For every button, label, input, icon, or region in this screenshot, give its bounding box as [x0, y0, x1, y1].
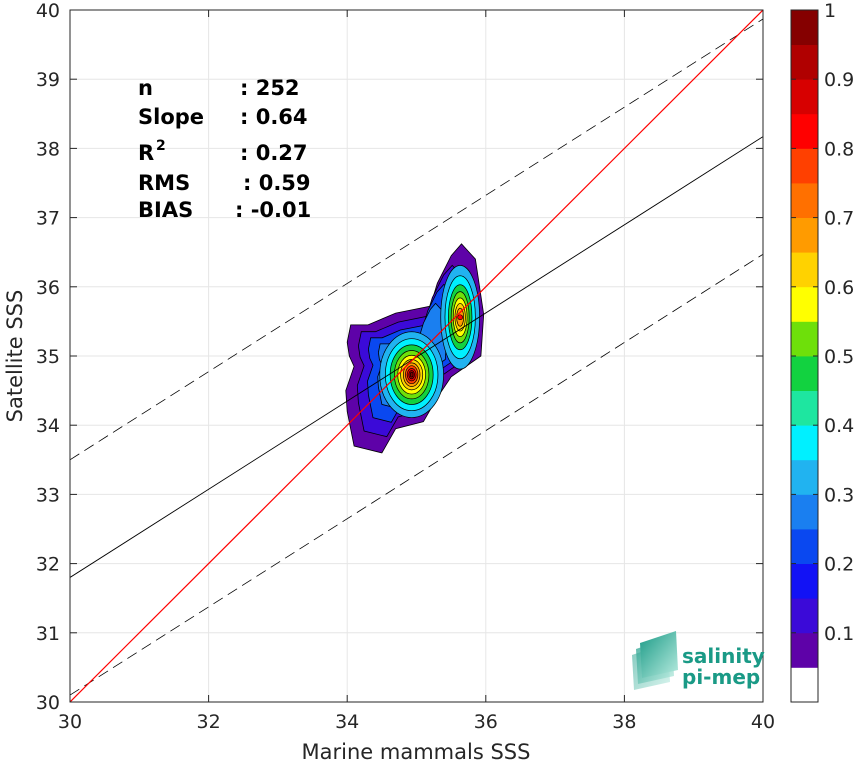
x-tick-label: 38	[612, 711, 636, 733]
stat-label: n	[138, 76, 153, 100]
colorbar-segment	[791, 252, 818, 288]
colorbar-segment	[791, 321, 818, 357]
colorbar-tick-label: 0.7	[824, 208, 854, 230]
stat-label: R	[138, 141, 154, 165]
colorbar-tick-label: 0.2	[824, 554, 854, 576]
lower-bound-line	[70, 253, 763, 696]
colorbar-segment	[791, 459, 818, 495]
stat-label: RMS	[138, 171, 190, 195]
colorbar-tick-label: 0.8	[824, 138, 854, 160]
y-tick-label: 31	[36, 623, 60, 645]
x-tick-label: 36	[474, 711, 498, 733]
y-axis-label: Satellite SSS	[3, 290, 27, 423]
colorbar-segment	[791, 667, 818, 703]
colorbar-segment	[791, 10, 818, 45]
y-tick-label: 36	[36, 277, 60, 299]
x-tick-label: 30	[58, 711, 82, 733]
salinity-pi-mep-logo: salinity pi-mep	[632, 631, 765, 690]
x-tick-label: 40	[751, 711, 775, 733]
upper-bound-line	[70, 18, 763, 461]
reference-lines	[70, 10, 763, 702]
y-tick-label: 40	[36, 0, 60, 22]
stat-value: : 0.27	[240, 141, 308, 165]
y-tick-label: 30	[36, 692, 60, 714]
colorbar-segment	[791, 494, 818, 530]
logo-line-2: pi-mep	[682, 665, 760, 689]
regression-line	[70, 136, 763, 578]
stat-value: : 0.64	[240, 105, 308, 129]
colorbar-segment	[791, 286, 818, 322]
peak-contour	[409, 371, 414, 378]
colorbar-tick-label: 0.5	[824, 346, 854, 368]
colorbar: 0.1 0.2 0.3 0.4 0.5 0.6 0.7 0.8 0.9 1	[790, 0, 854, 703]
x-tick-label: 32	[197, 711, 221, 733]
axis-ticks: 30 32 34 36 38 40 30 31 32 33 34 35 36 37 38 39 40	[36, 0, 775, 733]
logo-line-1: salinity	[682, 644, 765, 668]
peak-marker	[457, 314, 463, 321]
y-tick-label: 34	[36, 415, 60, 437]
stats-box: n : 252 Slope : 0.64 R 2 : 0.27 RMS : 0.59 BIAS : …	[138, 76, 311, 222]
colorbar-tick-label: 0.6	[824, 277, 854, 299]
colorbar-segment	[791, 44, 818, 80]
colorbar-segment	[791, 632, 818, 668]
colorbar-tick-label: 0.9	[824, 69, 854, 91]
colorbar-segment	[791, 390, 818, 426]
colorbar-tick-label: 0.1	[824, 623, 854, 645]
y-tick-label: 37	[36, 208, 60, 230]
colorbar-tick-label: 0.4	[824, 415, 854, 437]
y-tick-label: 33	[36, 484, 60, 506]
colorbar-segment	[791, 183, 818, 218]
colorbar-segment	[791, 217, 818, 253]
stat-superscript: 2	[156, 138, 166, 154]
y-tick-label: 32	[36, 554, 60, 576]
y-tick-label: 35	[36, 346, 60, 368]
stat-value: : 252	[240, 76, 300, 100]
identity-line	[70, 10, 763, 702]
wave-logo-icon	[632, 631, 678, 690]
stat-label: BIAS	[138, 198, 193, 222]
colorbar-segment	[791, 529, 818, 564]
colorbar-segment	[791, 356, 818, 391]
colorbar-segment	[791, 425, 818, 461]
colorbar-tick-label: 1	[824, 0, 836, 22]
colorbar-tick-label: 0.3	[824, 484, 854, 506]
stat-label: Slope	[138, 105, 204, 129]
colorbar-segment	[791, 113, 818, 149]
colorbar-segment	[791, 148, 818, 184]
stat-value: : -0.01	[235, 198, 311, 222]
x-tick-label: 34	[335, 711, 359, 733]
y-tick-label: 39	[36, 69, 60, 91]
colorbar-segment	[791, 563, 818, 599]
colorbar-segment	[791, 79, 818, 115]
colorbar-segment	[791, 598, 818, 634]
grid	[69, 9, 764, 703]
stat-value: : 0.59	[243, 171, 311, 195]
y-tick-label: 38	[36, 138, 60, 160]
x-axis-label: Marine mammals SSS	[302, 740, 531, 764]
